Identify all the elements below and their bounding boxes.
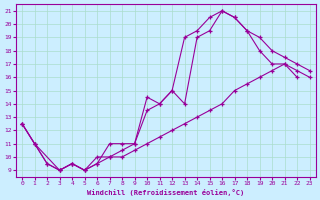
X-axis label: Windchill (Refroidissement éolien,°C): Windchill (Refroidissement éolien,°C) (87, 189, 244, 196)
